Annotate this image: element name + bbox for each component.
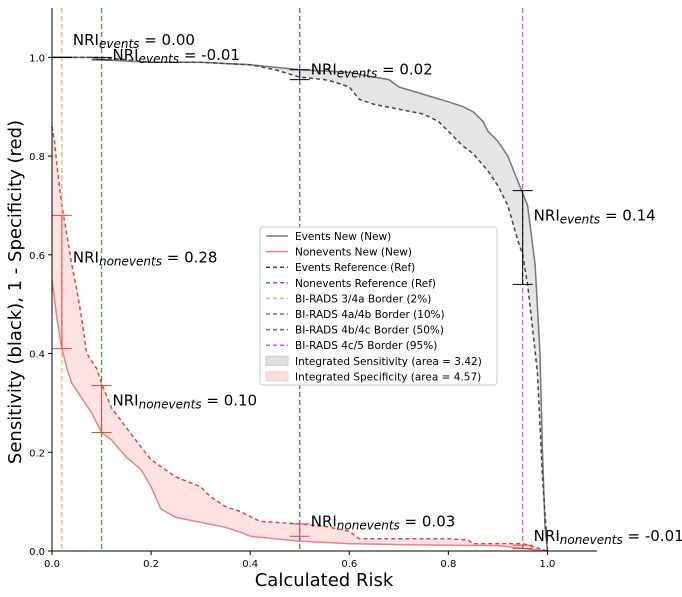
legend-label: BI-RADS 4b/4c Border (50%)	[295, 325, 444, 337]
x-tick-label: 0.4	[242, 559, 258, 570]
nri-annotation-7: NRInonevents = -0.01	[512, 527, 682, 550]
nri-label: NRIevents = 0.00	[73, 31, 195, 51]
lines-layer	[51, 56, 549, 552]
series-line-events-reference-ref	[52, 56, 549, 552]
nri-label: NRIevents = 0.14	[534, 206, 656, 226]
legend-entry-events-new-new: Events New (New)	[266, 231, 391, 243]
legend-frame	[259, 226, 498, 386]
x-tick-label: 0.2	[143, 559, 159, 570]
nri-annotation-4: NRInonevents = 0.28	[51, 214, 218, 350]
y-tick-label: 0.6	[29, 251, 45, 262]
y-tick-label: 1.0	[29, 53, 45, 64]
legend-label: BI-RADS 4a/4b Border (10%)	[295, 309, 445, 321]
nri-label: NRIevents = 0.02	[311, 61, 433, 81]
legend-entry-bi-rads-4b-4c-border-50: BI-RADS 4b/4c Border (50%)	[266, 325, 444, 337]
nri-label: NRInonevents = -0.01	[534, 527, 682, 547]
legend-entry-nonevents-new-new: Nonevents New (New)	[266, 247, 412, 259]
nri-annotation-0: NRIevents = 0.00	[51, 31, 195, 58]
nri-label: NRIevents = -0.01	[113, 46, 240, 66]
legend-swatch	[265, 371, 289, 382]
legend-label: Nonevents New (New)	[295, 247, 412, 259]
nri-label: NRInonevents = 0.03	[311, 512, 456, 532]
x-axis-label: Calculated Risk	[255, 570, 394, 591]
legend-label: BI-RADS 3/4a Border (2%)	[295, 293, 431, 305]
legend-label: Nonevents Reference (Ref)	[295, 278, 436, 290]
nri-annotation-5: NRInonevents = 0.10	[91, 385, 258, 434]
legend-label: Integrated Sensitivity (area = 3.42)	[295, 356, 482, 368]
y-tick-label: 0.2	[29, 448, 45, 459]
x-tick-label: 0.8	[440, 559, 456, 570]
legend: Events New (New) Nonevents New (New) Event…	[259, 226, 498, 386]
legend-entry-nonevents-reference-ref: Nonevents Reference (Ref)	[266, 278, 436, 290]
borders-layer	[61, 8, 524, 551]
legend-entry-integrated-specificity-area-4-57: Integrated Specificity (area = 4.57)	[265, 371, 481, 383]
nri-annotation-6: NRInonevents = 0.03	[289, 512, 456, 537]
legend-label: BI-RADS 4c/5 Border (95%)	[295, 340, 437, 352]
axes-layer	[51, 8, 597, 552]
nri-annotation-3: NRIevents = 0.14	[512, 190, 656, 285]
x-tick-label: 0.0	[44, 559, 60, 570]
ticks-layer: 0.0 0.2 0.4 0.6 0.8 1.0 0.0 0.2 0.4 0.6 0.8 1.0	[29, 53, 555, 570]
series-line-nonevents-reference-ref	[51, 126, 548, 552]
nri-label: NRInonevents = 0.28	[73, 248, 218, 268]
legend-entry-events-reference-ref: Events Reference (Ref)	[266, 262, 415, 274]
series-line-nonevents-new-new	[51, 279, 548, 552]
nri-label: NRInonevents = 0.10	[113, 391, 258, 411]
legend-swatch	[265, 355, 289, 366]
nri-annotation-1: NRIevents = -0.01	[91, 46, 240, 66]
legend-entry-bi-rads-4c-5-border-95: BI-RADS 4c/5 Border (95%)	[266, 340, 437, 352]
y-tick-label: 0.0	[29, 547, 45, 558]
y-tick-label: 0.4	[29, 350, 45, 361]
x-tick-label: 1.0	[540, 559, 556, 570]
y-tick-label: 0.8	[29, 152, 45, 163]
legend-entry-bi-rads-4a-4b-border-10: BI-RADS 4a/4b Border (10%)	[266, 309, 445, 321]
legend-entry-integrated-sensitivity-area-3-42: Integrated Sensitivity (area = 3.42)	[265, 355, 482, 368]
legend-label: Integrated Specificity (area = 4.57)	[295, 371, 481, 383]
y-axis-label: Sensitivity (black), 1 - Specificity (re…	[5, 120, 26, 464]
x-tick-label: 0.6	[341, 559, 357, 570]
nri-annotation-2: NRIevents = 0.02	[289, 61, 433, 81]
legend-label: Events Reference (Ref)	[295, 262, 415, 274]
legend-entry-bi-rads-3-4a-border-2: BI-RADS 3/4a Border (2%)	[266, 293, 431, 305]
legend-label: Events New (New)	[295, 231, 391, 243]
